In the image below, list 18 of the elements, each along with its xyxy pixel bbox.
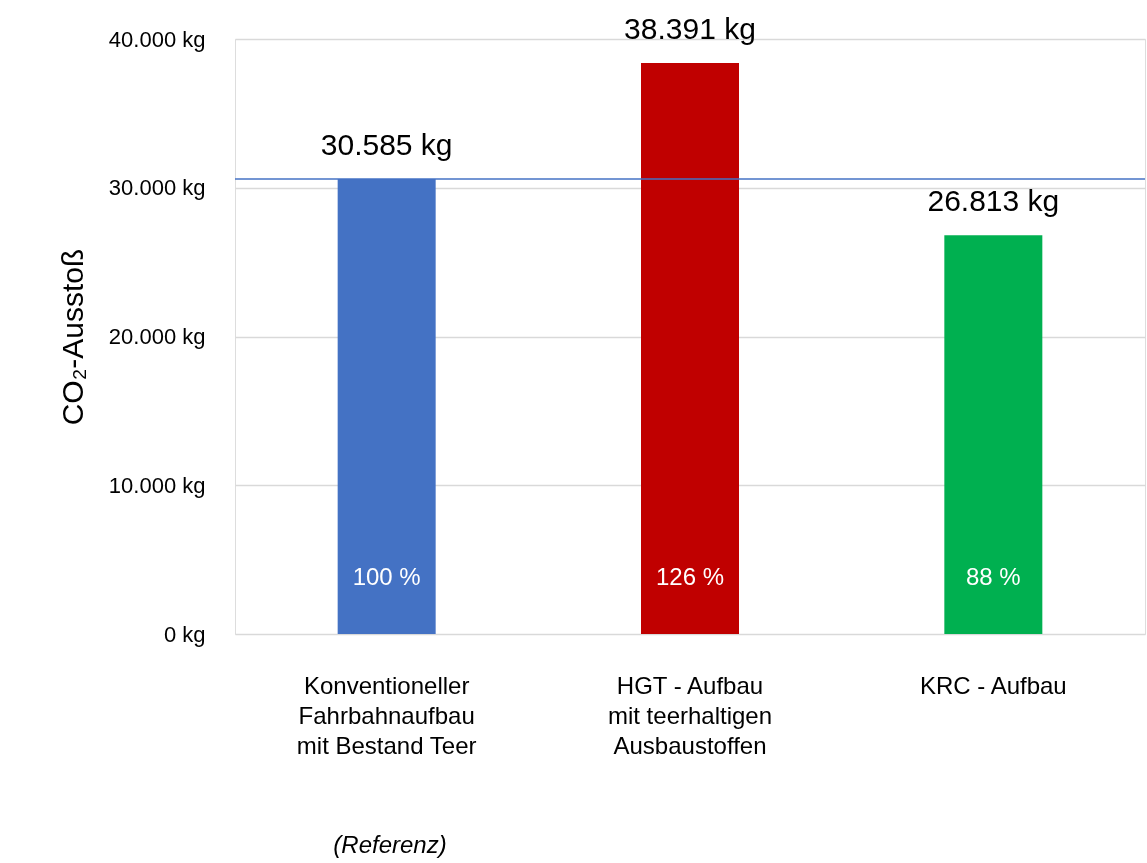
y-tick-label: 10.000 kg xyxy=(108,472,206,498)
x-tick-label: HGT - Aufbau mit teerhaltigen Ausbaustoffen xyxy=(607,671,773,759)
bar xyxy=(944,235,1043,634)
y-tick-label: 30.000 kg xyxy=(108,175,206,201)
bar xyxy=(641,62,739,634)
annotation: 126 % xyxy=(655,563,725,590)
x-tick-label: Konventioneller Fahrbahnaufbau mit Bestand Teer xyxy=(296,671,477,759)
data-label: 26.813 kg xyxy=(927,184,1060,218)
x-tick-label: KRC - Aufbau xyxy=(919,671,1067,699)
y-tick-label: 20.000 kg xyxy=(108,324,206,349)
y-tick-label: 0 kg xyxy=(163,621,206,647)
text: (Referenz) xyxy=(333,831,447,858)
annotation: 88 % xyxy=(965,563,1021,590)
annotation: 100 % xyxy=(352,563,421,590)
data-label: 38.391 kg xyxy=(624,11,756,45)
y-tick-label: 40.000 kg xyxy=(108,26,206,52)
data-label: 30.585 kg xyxy=(320,128,453,162)
y-axis-title: CO₂-Ausstoß xyxy=(55,248,89,426)
